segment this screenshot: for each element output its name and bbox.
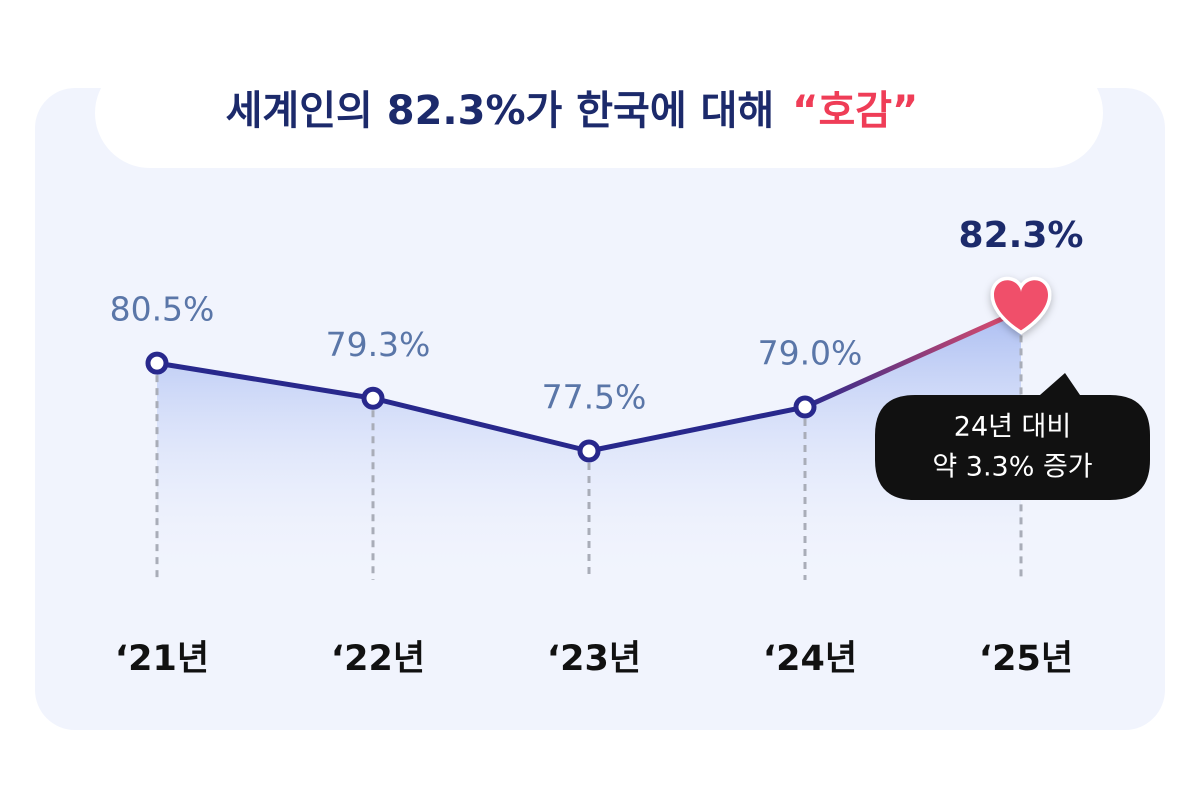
x-tick-label: ‘24년 — [763, 639, 857, 679]
point — [361, 386, 385, 410]
title-highlight: “호감” — [792, 88, 918, 134]
x-tick-label: ‘22년 — [331, 639, 425, 679]
annotation-text: 약 3.3% 증가 — [932, 452, 1092, 483]
x-tick-label: ‘21년 — [115, 639, 209, 679]
plot: 80.5% ‘21년 79.3% ‘22년 77.5% ‘23년 79.0% ‘24년 82.3… — [110, 215, 1150, 679]
value-label: 79.3% — [326, 325, 431, 364]
heart-marker — [990, 276, 1052, 335]
point — [577, 439, 601, 463]
chart-title: 세계인의 82.3%가 한국에 대해 “호감” — [226, 88, 919, 134]
title-pill — [95, 58, 1103, 168]
point — [145, 351, 169, 375]
x-tick-label: ‘25년 — [979, 639, 1073, 679]
x-tick-label: ‘23년 — [547, 639, 641, 679]
value-label: 80.5% — [110, 290, 215, 329]
value-label: 82.3% — [959, 215, 1084, 256]
value-label: 79.0% — [758, 334, 863, 373]
value-label: 77.5% — [542, 378, 647, 417]
annotation-bubble — [875, 373, 1150, 500]
annotation-text: 24년 대비 — [954, 412, 1071, 443]
point — [793, 395, 817, 419]
title-text: 세계인의 82.3%가 한국에 대해 — [226, 88, 775, 134]
